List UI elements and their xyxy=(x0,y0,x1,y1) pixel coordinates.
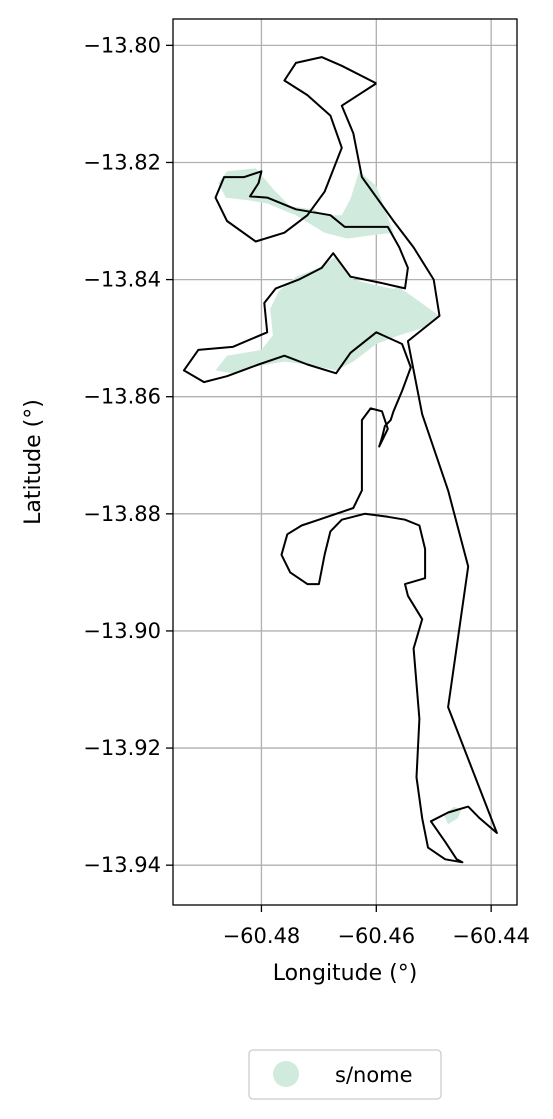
x-axis-title: Longitude (°) xyxy=(273,961,418,986)
filled-regions xyxy=(215,168,462,825)
filled-region-1 xyxy=(218,168,394,239)
legend: s/nome xyxy=(248,1049,442,1100)
legend-swatch-s-nome xyxy=(273,1061,299,1087)
y-tick-label: −13.80 xyxy=(83,33,161,57)
y-tick-label: −13.86 xyxy=(83,385,161,409)
y-tick-label: −13.92 xyxy=(83,736,161,760)
y-tick-label: −13.84 xyxy=(83,268,161,292)
legend-box xyxy=(248,1049,442,1100)
plot-frame xyxy=(172,18,518,906)
filled-region-4 xyxy=(444,806,462,825)
x-tick-label: −60.44 xyxy=(452,924,530,948)
y-axis-title: Latitude (°) xyxy=(21,399,46,525)
x-tick-label: −60.48 xyxy=(223,924,301,948)
x-axis-ticks: −60.48 −60.46 −60.44 xyxy=(223,905,530,948)
y-tick-label: −13.94 xyxy=(83,853,161,877)
legend-label-s-nome: s/nome xyxy=(335,1063,413,1087)
y-axis-ticks: −13.80 −13.82 −13.84 −13.86 −13.88 −13.90 −13.… xyxy=(83,33,173,877)
y-tick-label: −13.82 xyxy=(83,150,161,174)
boundary-outline-1 xyxy=(182,56,498,864)
y-tick-label: −13.90 xyxy=(83,619,161,643)
grid-lines xyxy=(173,19,517,905)
boundary-outlines xyxy=(182,56,498,864)
y-tick-label: −13.88 xyxy=(83,502,161,526)
x-tick-label: −60.46 xyxy=(337,924,415,948)
filled-region-2 xyxy=(215,256,440,374)
filled-region-3 xyxy=(390,286,404,298)
